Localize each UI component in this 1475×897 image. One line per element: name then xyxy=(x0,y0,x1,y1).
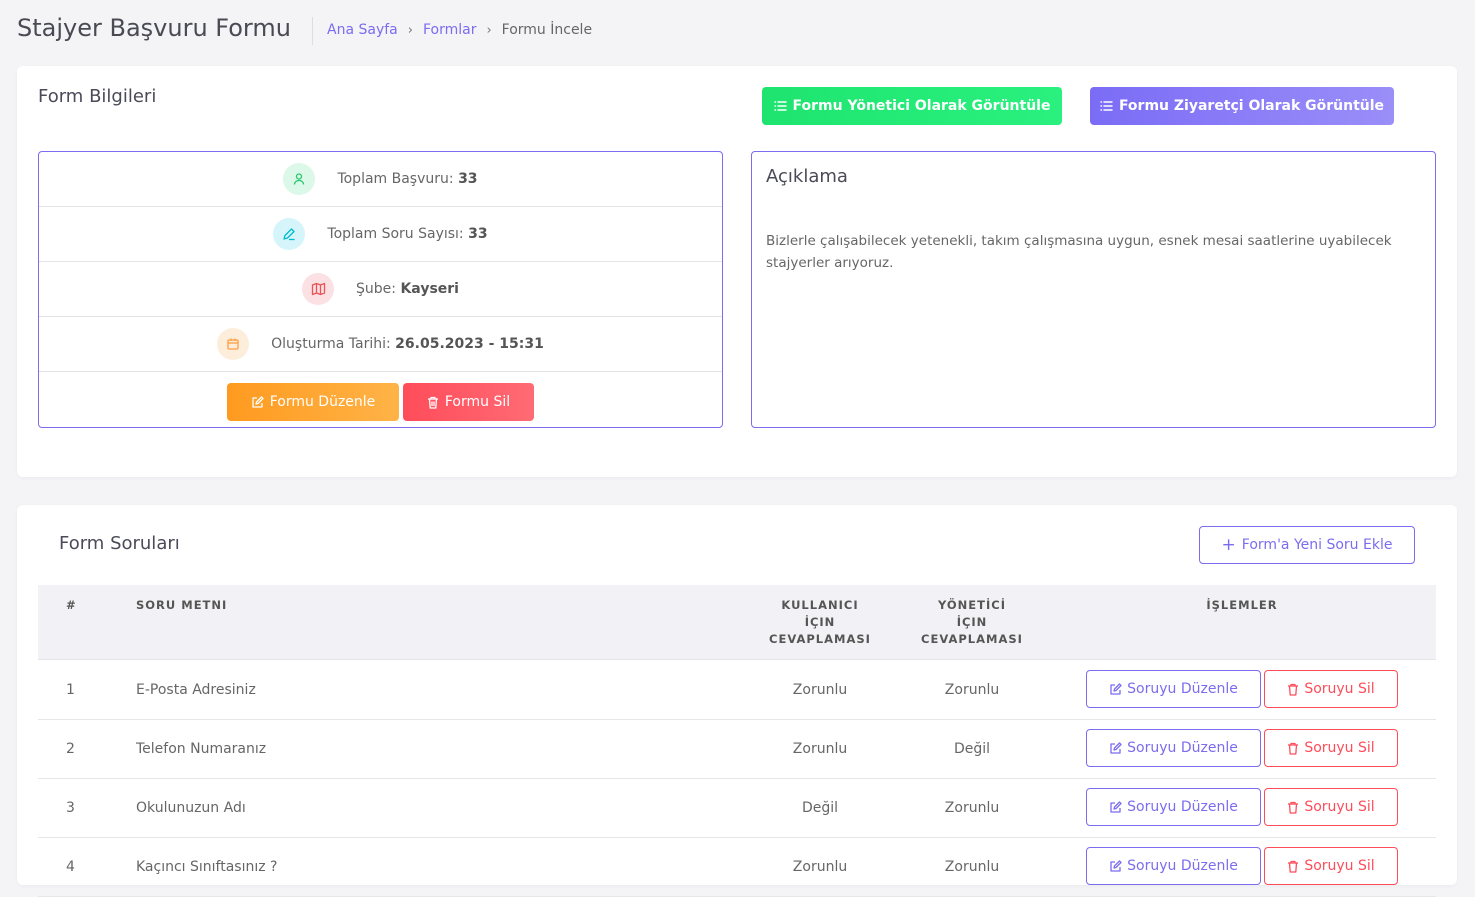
breadcrumb-current: Formu İncele xyxy=(501,22,593,38)
view-as-admin-button[interactable]: Formu Yönetici Olarak Görüntüle xyxy=(762,87,1062,125)
stat-value: 33 xyxy=(458,171,478,187)
row-question-text: Okulunuzun Adı xyxy=(136,799,246,816)
edit-icon xyxy=(1109,741,1122,755)
breadcrumb-forms-link[interactable]: Formlar xyxy=(422,22,477,38)
row-admin-answer: Zorunlu xyxy=(944,799,1000,816)
chevron-right-icon: › xyxy=(486,22,492,38)
stat-total-questions: Toplam Soru Sayısı: 33 xyxy=(39,207,722,262)
edit-pen-icon xyxy=(273,218,306,250)
calendar-icon xyxy=(217,328,250,360)
form-questions-card: Form Soruları + Form'a Yeni Soru Ekle # … xyxy=(17,505,1457,897)
page-title: Stajyer Başvuru Formu xyxy=(17,14,291,42)
view-as-visitor-label: Formu Ziyaretçi Olarak Görüntüle xyxy=(1118,98,1385,114)
delete-question-button[interactable]: Soruyu Sil xyxy=(1264,729,1398,767)
row-question-text: Telefon Numaranız xyxy=(136,740,267,757)
breadcrumb-divider xyxy=(312,17,313,45)
row-number: 2 xyxy=(66,740,75,757)
breadcrumb: Ana Sayfa › Formlar › Formu İncele xyxy=(327,22,592,38)
row-admin-answer: Zorunlu xyxy=(944,681,1000,698)
trash-icon xyxy=(1287,801,1299,814)
form-stats-box: Toplam Başvuru: 33 Toplam Soru Sayısı: 3… xyxy=(38,151,723,428)
stat-value: 26.05.2023 - 15:31 xyxy=(395,336,544,352)
trash-icon xyxy=(1287,742,1299,755)
view-as-visitor-button[interactable]: Formu Ziyaretçi Olarak Görüntüle xyxy=(1090,87,1394,125)
edit-form-label: Formu Düzenle xyxy=(269,394,376,410)
list-icon xyxy=(773,100,787,112)
list-icon xyxy=(1100,100,1113,112)
delete-form-button[interactable]: Formu Sil xyxy=(403,383,534,421)
col-question-text: SORU METNI xyxy=(136,598,228,612)
edit-question-button[interactable]: Soruyu Düzenle xyxy=(1086,847,1261,885)
form-info-title: Form Bilgileri xyxy=(38,86,157,107)
row-question-text: Kaçıncı Sınıftasınız ? xyxy=(136,858,278,875)
edit-question-button[interactable]: Soruyu Düzenle xyxy=(1086,788,1261,826)
table-row: 2 Telefon Numaranız Zorunlu Değil Soruyu… xyxy=(38,719,1436,779)
edit-icon xyxy=(1109,859,1122,873)
table-row: 1 E-Posta Adresiniz Zorunlu Zorunlu Soru… xyxy=(38,660,1436,720)
stat-branch: Şube: Kayseri xyxy=(39,262,722,317)
trash-icon xyxy=(427,396,439,409)
row-user-answer: Zorunlu xyxy=(792,858,848,875)
row-admin-answer: Zorunlu xyxy=(944,858,1000,875)
add-question-button[interactable]: + Form'a Yeni Soru Ekle xyxy=(1199,526,1415,564)
edit-question-button[interactable]: Soruyu Düzenle xyxy=(1086,729,1261,767)
row-number: 3 xyxy=(66,799,75,816)
row-number: 1 xyxy=(66,681,75,698)
col-user-answer: KULLANICI İÇIN CEVAPLAMASI xyxy=(769,598,871,646)
row-user-answer: Zorunlu xyxy=(792,740,848,757)
description-text: Bizlerle çalışabilecek yetenekli, takım … xyxy=(766,233,1392,271)
add-question-label: Form'a Yeni Soru Ekle xyxy=(1241,537,1393,553)
col-admin-answer: YÖNETİCİ İÇIN CEVAPLAMASI xyxy=(921,598,1023,646)
stat-label: Toplam Soru Sayısı: xyxy=(327,226,464,242)
stat-value: Kayseri xyxy=(400,281,459,297)
stat-value: 33 xyxy=(468,226,488,242)
description-title: Açıklama xyxy=(766,166,848,187)
questions-table-header: # SORU METNI KULLANICI İÇIN CEVAPLAMASI … xyxy=(38,585,1436,660)
delete-form-label: Formu Sil xyxy=(444,394,511,410)
edit-question-button[interactable]: Soruyu Düzenle xyxy=(1086,670,1261,708)
plus-icon: + xyxy=(1221,535,1236,555)
row-number: 4 xyxy=(66,858,75,875)
edit-icon xyxy=(251,395,264,409)
breadcrumb-home-link[interactable]: Ana Sayfa xyxy=(327,22,398,38)
form-actions: Formu Düzenle Formu Sil xyxy=(39,372,722,430)
delete-question-button[interactable]: Soruyu Sil xyxy=(1264,788,1398,826)
edit-icon xyxy=(1109,682,1122,696)
row-question-text: E-Posta Adresiniz xyxy=(136,681,256,698)
stat-label: Şube: xyxy=(356,281,396,297)
user-icon xyxy=(283,163,316,195)
edit-form-button[interactable]: Formu Düzenle xyxy=(227,383,399,421)
delete-question-button[interactable]: Soruyu Sil xyxy=(1264,670,1398,708)
description-box: Açıklama Bizlerle çalışabilecek yetenekl… xyxy=(751,151,1436,428)
stat-created-date: Oluşturma Tarihi: 26.05.2023 - 15:31 xyxy=(39,317,722,372)
form-questions-title: Form Soruları xyxy=(59,533,180,554)
delete-question-button[interactable]: Soruyu Sil xyxy=(1264,847,1398,885)
table-row: 4 Kaçıncı Sınıftasınız ? Zorunlu Zorunlu… xyxy=(38,837,1436,897)
col-actions: İŞLEMLER xyxy=(1206,598,1278,612)
stat-label: Toplam Başvuru: xyxy=(337,171,454,187)
table-row: 3 Okulunuzun Adı Değil Zorunlu Soruyu Dü… xyxy=(38,778,1436,838)
chevron-right-icon: › xyxy=(407,22,413,38)
edit-icon xyxy=(1109,800,1122,814)
row-admin-answer: Değil xyxy=(953,740,991,757)
form-info-card: Form Bilgileri Formu Yönetici Olarak Gör… xyxy=(17,66,1457,477)
trash-icon xyxy=(1287,683,1299,696)
map-icon xyxy=(302,273,335,305)
stat-label: Oluşturma Tarihi: xyxy=(271,336,391,352)
col-number: # xyxy=(66,598,77,612)
row-user-answer: Değil xyxy=(801,799,839,816)
trash-icon xyxy=(1287,860,1299,873)
view-as-admin-label: Formu Yönetici Olarak Görüntüle xyxy=(792,98,1051,114)
page-header: Stajyer Başvuru Formu Ana Sayfa › Formla… xyxy=(0,0,1475,62)
row-user-answer: Zorunlu xyxy=(792,681,848,698)
stat-total-applications: Toplam Başvuru: 33 xyxy=(39,152,722,207)
